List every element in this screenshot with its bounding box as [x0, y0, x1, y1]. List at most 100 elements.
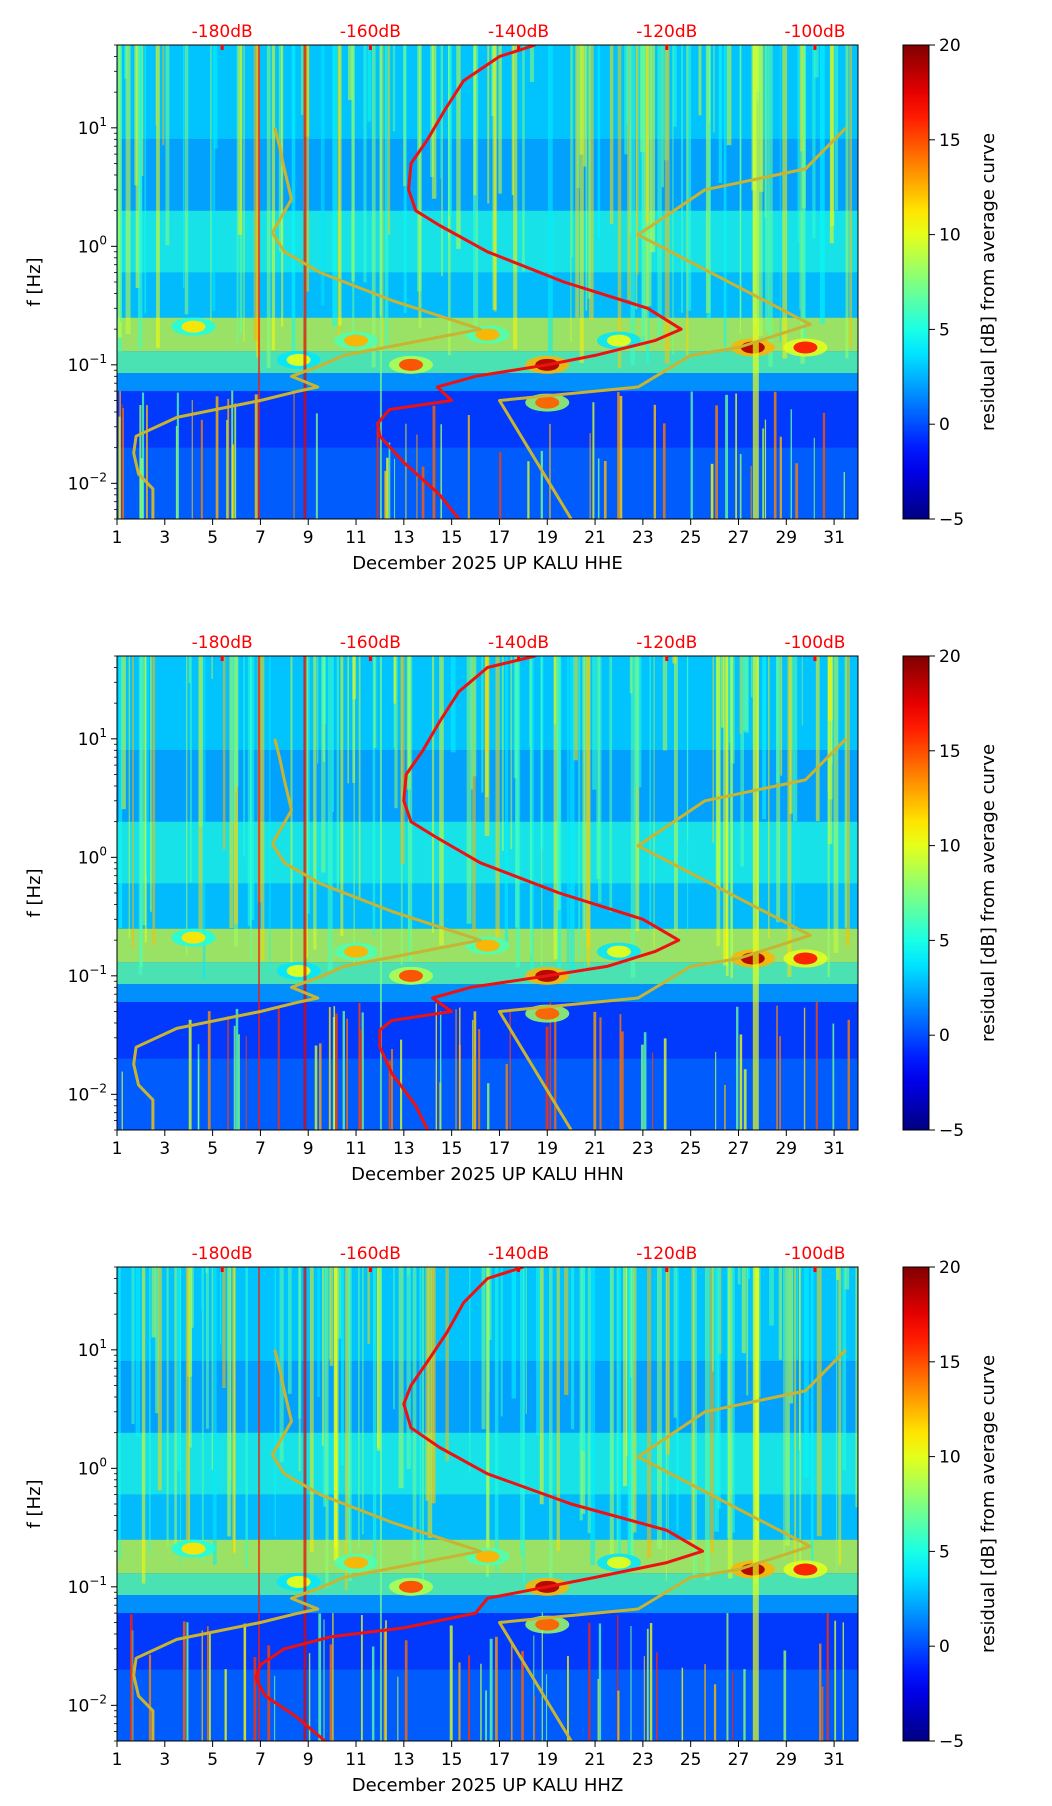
heatmap-streak [347, 656, 350, 784]
heatmap-streak [570, 1267, 575, 1430]
heatmap-streak [691, 1267, 695, 1549]
x-tick-label: 7 [255, 1139, 266, 1159]
heatmap-streak [842, 1267, 847, 1471]
heatmap-spike [715, 405, 718, 519]
heatmap-spike [121, 404, 123, 519]
heatmap-streak [609, 656, 613, 913]
heatmap-spike [762, 428, 765, 519]
heatmap-streak [680, 45, 684, 313]
heatmap-streak [450, 656, 456, 753]
heatmap-spike [588, 1622, 591, 1741]
heatmap-streak [779, 45, 782, 342]
heatmap-spike [649, 1623, 653, 1741]
heatmap-streak [183, 45, 185, 288]
heatmap-streak [155, 1267, 159, 1414]
heatmap-streak [504, 656, 508, 944]
heatmap-spike [315, 413, 318, 519]
y-axis: 10−2 10−1 100 101 [68, 655, 117, 1131]
heatmap-streak [588, 45, 594, 320]
heatmap-streak [384, 45, 389, 352]
heatmap-streak [422, 1267, 424, 1587]
heatmap-streak [672, 45, 674, 355]
colorbar-tick-label: −5 [939, 510, 964, 530]
x-axis-label: December 2025 UP KALU HHN [351, 1164, 624, 1185]
heatmap-spike [231, 444, 234, 519]
heatmap-band [117, 1595, 858, 1614]
heatmap-spike [713, 1684, 717, 1741]
heatmap-spike [527, 461, 530, 519]
x-tick-label: 23 [632, 1139, 654, 1159]
x-tick-label: 27 [728, 528, 750, 548]
heatmap-spike [277, 1005, 280, 1130]
heatmap-streak [466, 656, 472, 924]
heatmap-streak [782, 45, 788, 359]
heatmap-band [117, 984, 858, 1003]
heatmap-spike [834, 1620, 837, 1741]
heatmap-line [752, 1267, 759, 1741]
heatmap-spike [308, 1653, 311, 1741]
curve-noise-model-low [132, 738, 482, 1130]
heatmap-streak [323, 1267, 327, 1507]
heatmap-streak [623, 1267, 628, 1487]
x-tick-label: 31 [823, 528, 845, 548]
x-tick-label: 7 [255, 1750, 266, 1770]
heatmap-spike [148, 1654, 152, 1741]
heatmap-streak [394, 656, 398, 809]
heatmap-streak [201, 1267, 204, 1564]
heatmap-streak [358, 656, 361, 898]
heatmap-streak [583, 45, 587, 167]
heatmap-band [117, 210, 858, 273]
heatmap-streak [815, 656, 820, 822]
heatmap-spike [662, 423, 666, 519]
heatmap-streak [211, 656, 213, 680]
heatmap-streak [610, 1267, 613, 1481]
heatmap-spike [736, 1006, 739, 1130]
heatmap-spike [182, 1621, 186, 1741]
heatmap-streak [329, 1267, 334, 1366]
heatmap-spike [710, 463, 714, 519]
heatmap-spike [333, 1006, 336, 1130]
heatmap-streak [157, 1267, 162, 1491]
heatmap-streak [582, 656, 587, 931]
heatmap-spike [323, 1619, 325, 1741]
heatmap-spike [619, 395, 623, 519]
x-tick-label: 17 [489, 1139, 511, 1159]
heatmap-streak [828, 656, 833, 721]
heatmap-streak [212, 1267, 217, 1565]
heatmap-streak [662, 656, 668, 751]
heatmap-spike [253, 1657, 257, 1741]
curve-median-psd [376, 45, 683, 519]
heatmap-streak [835, 1267, 838, 1572]
colorbar-tick-label: −5 [939, 1121, 964, 1141]
heatmap-streak [570, 45, 572, 342]
heatmap-band [117, 883, 858, 929]
heatmap-streak [222, 1267, 226, 1389]
heatmap-streak [243, 656, 246, 857]
heatmap-streak [564, 1267, 569, 1395]
top-db-label: -180dB [192, 1244, 253, 1264]
heatmap-streak [279, 1267, 284, 1463]
heatmap-band [117, 373, 858, 392]
heatmap-streak [581, 1267, 586, 1451]
top-db-label: -100dB [784, 1244, 845, 1264]
heatmap-streak [746, 1267, 750, 1280]
heatmap-streak [439, 45, 442, 180]
colorbar-gradient [902, 655, 930, 1131]
x-tick-label: 31 [823, 1139, 845, 1159]
heatmap-spike [704, 1664, 706, 1741]
heatmap-band [117, 1669, 858, 1741]
heatmap-spike [129, 1614, 133, 1741]
curve-median-psd [378, 656, 681, 1130]
heatmap-streak [553, 656, 559, 960]
heatmap-spike [140, 458, 144, 519]
heatmap-streak [635, 45, 639, 275]
heatmap-streak [245, 1267, 249, 1568]
heatmap-streak [571, 45, 574, 257]
heatmap-streak [398, 1267, 404, 1489]
heatmap-spike [619, 1014, 622, 1130]
heatmap-spike [208, 1633, 211, 1741]
heatmap-streak [271, 45, 276, 351]
heatmap-streak [367, 1267, 370, 1344]
